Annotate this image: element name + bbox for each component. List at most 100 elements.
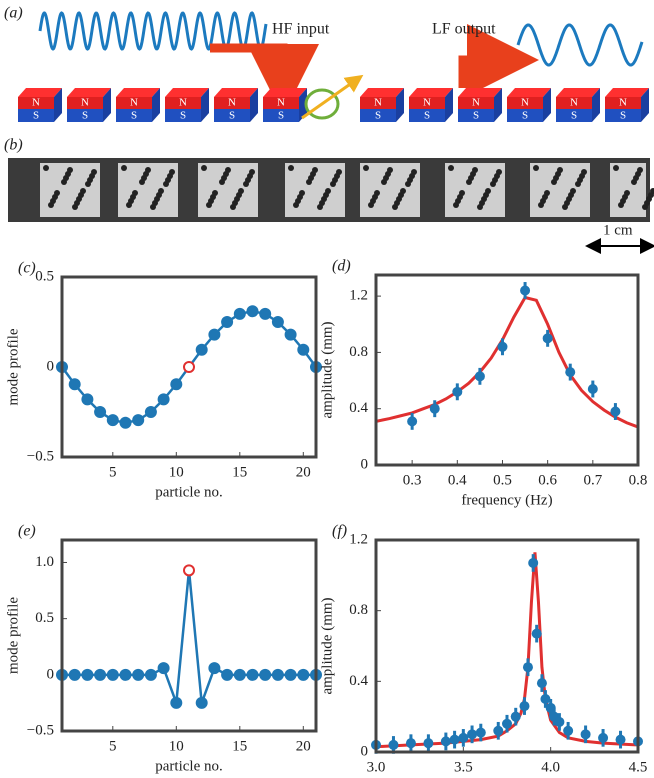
point [246,668,259,681]
magnet-s [556,109,592,122]
magnet-n [409,97,445,109]
dot [139,179,145,185]
point [522,662,533,673]
point [563,725,574,736]
point [388,739,399,750]
dot [85,181,91,187]
dot [330,181,336,187]
magnet-side [152,88,160,122]
dot [477,204,483,210]
dot [48,202,54,208]
point [510,711,521,722]
magnet-n-label: N [32,97,40,109]
point [554,716,565,727]
waves [38,11,644,67]
magnet-s-label: S [620,110,626,122]
point [580,729,591,740]
hf-label: HF input [272,21,330,38]
x-tick-label: 15 [232,738,247,754]
magnet-n-label: N [81,97,89,109]
dot [306,179,312,185]
plot-frame [374,273,640,467]
dot [466,179,472,185]
point [271,668,284,681]
y-tick-label: 0 [361,456,369,472]
y-tick-label: 0 [361,743,369,759]
y-tick-label: 0.8 [349,602,368,618]
point [208,662,221,675]
panel-label: (e) [18,523,36,540]
magnet-n-label: N [277,97,285,109]
point [519,701,530,712]
point [497,341,508,352]
dot [363,165,369,171]
magnet-n [458,97,494,109]
dot [243,181,249,187]
x-tick-label: 3.5 [454,759,473,775]
point [458,732,469,743]
panel-label: (f) [332,523,347,540]
ring [304,88,340,120]
panel-label: (b) [4,137,23,154]
point [157,662,170,675]
magnet-side [103,88,111,122]
point [106,668,119,681]
magnet-side [543,88,551,122]
point [440,736,451,747]
dot [631,179,637,185]
magnet-side [201,88,209,122]
x-tick-label: 20 [296,738,311,754]
highlight-point [183,564,195,577]
point [536,678,547,689]
y-axis-label: amplitude (mm) [319,597,335,694]
dot [551,179,557,185]
point [565,367,576,378]
magnet-n-label: N [423,97,431,109]
scale-label: 1 cm [603,222,633,238]
dot [368,202,374,208]
point [94,668,107,681]
magnet-side [641,88,649,122]
magnet-n [556,97,592,109]
dot [126,202,132,208]
y-tick-label: 0.5 [35,268,54,284]
y-tick-label: 0.8 [349,344,368,360]
magnet-n [116,97,152,109]
point [221,316,234,328]
y-tick-label: −0.5 [27,722,54,738]
x-tick-label: 0.6 [538,472,557,488]
point [81,393,94,406]
magnet-side [299,88,307,122]
x-axis-label: frequency (Hz) [461,492,552,508]
dot [43,165,49,171]
x-axis-label: particle no. [155,758,222,774]
magnet-s-label: S [131,110,137,122]
x-tick-label: 10 [169,464,184,480]
point [407,416,418,427]
y-tick-label: −0.5 [27,448,54,464]
highlight-point [183,361,195,373]
point [221,668,234,681]
magnet-n-label: N [570,97,578,109]
magnet-s [409,109,445,122]
panel-label: (a) [4,5,23,22]
y-tick-label: 1.2 [349,288,368,304]
magnet-n [360,97,396,109]
x-tick-label: 15 [232,464,247,480]
magnet-side [54,88,62,122]
dot [448,165,454,171]
dot [121,165,127,171]
point [81,668,94,681]
point [520,285,531,296]
point [233,307,246,320]
y-tick-label: 0.5 [35,610,54,626]
magnet-top [556,88,600,97]
arrow [458,24,539,96]
x-tick-label: 5 [109,464,117,480]
y-tick-label: 0 [47,666,55,682]
magnet-s-label: S [229,110,235,122]
magnet-n [507,97,543,109]
point [259,668,272,681]
hf-wave [38,11,268,51]
